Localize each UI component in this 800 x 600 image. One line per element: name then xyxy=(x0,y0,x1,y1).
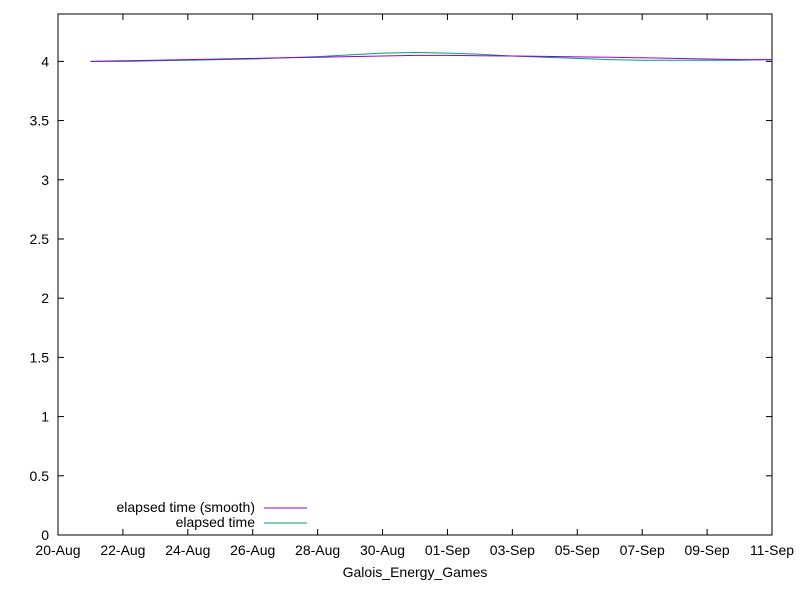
x-axis-ticks: 20-Aug 22-Aug 24-Aug 26-Aug 28-Aug 30-Aug 01-S… xyxy=(35,14,794,558)
x-tick-label: 20-Aug xyxy=(35,542,80,558)
y-tick-label: 2.5 xyxy=(30,231,50,247)
y-axis-ticks: 0 0.5 1 1.5 2 2.5 3 3.5 4 xyxy=(30,53,772,543)
x-tick-label: 07-Sep xyxy=(620,542,665,558)
y-tick-label: 4 xyxy=(41,53,49,69)
x-tick-label: 30-Aug xyxy=(360,542,405,558)
x-tick-label: 03-Sep xyxy=(490,542,535,558)
series-line-elapsed-time xyxy=(90,51,773,62)
plot-frame xyxy=(57,13,773,536)
x-tick-label: 05-Sep xyxy=(555,542,600,558)
series-line-elapsed-time-smooth xyxy=(90,54,772,62)
y-tick-label: 0 xyxy=(41,527,49,543)
y-tick-label: 1.5 xyxy=(30,349,50,365)
x-tick-label: 26-Aug xyxy=(230,542,275,558)
series-layer xyxy=(90,51,773,62)
x-tick-label: 22-Aug xyxy=(100,542,145,558)
legend: elapsed time (smooth) elapsed time xyxy=(116,499,307,530)
y-tick-label: 0.5 xyxy=(30,468,50,484)
y-tick-label: 1 xyxy=(41,409,49,425)
x-tick-label: 09-Sep xyxy=(685,542,730,558)
y-tick-label: 3 xyxy=(41,172,49,188)
x-tick-label: 28-Aug xyxy=(295,542,340,558)
x-axis-label: Galois_Energy_Games xyxy=(343,564,488,580)
x-tick-label: 11-Sep xyxy=(750,542,794,558)
y-tick-label: 3.5 xyxy=(30,113,50,129)
x-tick-label: 01-Sep xyxy=(425,542,470,558)
legend-label-raw: elapsed time xyxy=(176,514,256,530)
x-tick-label: 24-Aug xyxy=(165,542,210,558)
legend-label-smooth: elapsed time (smooth) xyxy=(116,499,255,515)
y-tick-label: 2 xyxy=(41,290,49,306)
